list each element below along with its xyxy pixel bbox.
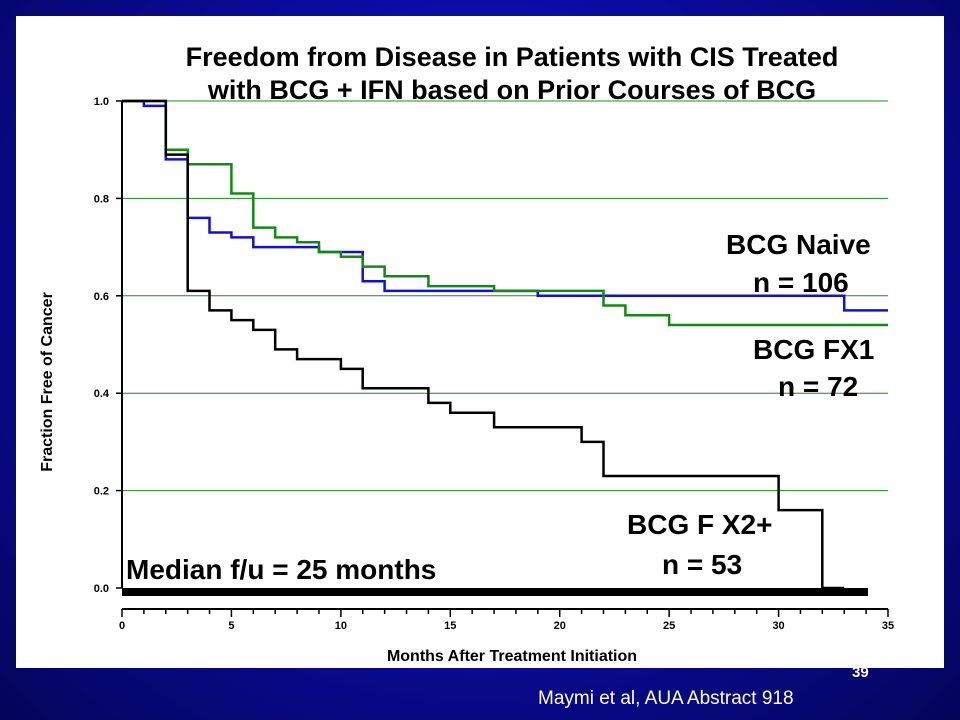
- median-followup-annotation: Median f/u = 25 months: [126, 554, 436, 585]
- x-axis-title: Months After Treatment Initiation: [387, 648, 637, 665]
- chart-title-line-2: with BCG + IFN based on Prior Courses of…: [207, 75, 816, 105]
- legend-label-bcg-naive: BCG Naive: [726, 229, 871, 260]
- x-tick-label: 25: [663, 620, 675, 632]
- legend-n-bcg-fx2: n = 53: [662, 549, 742, 580]
- y-tick-label: 0.0: [94, 583, 109, 595]
- y-tick-label: 0.8: [94, 193, 109, 205]
- chart-title-line-1: Freedom from Disease in Patients with CI…: [186, 42, 839, 72]
- tick-labels: 0.0 0.2 0.4 0.6 0.8 1.0 0 5 10 15 20 25 30 35: [94, 96, 894, 632]
- x-tick-label: 35: [882, 620, 894, 632]
- citation: Maymi et al, AUA Abstract 918: [538, 688, 794, 709]
- slide-number: 39: [852, 664, 869, 681]
- chart: Freedom from Disease in Patients with CI…: [39, 42, 894, 665]
- legend-n-bcg-fx1: n = 72: [778, 371, 858, 402]
- axes: [121, 101, 888, 610]
- x-tick-label: 5: [228, 620, 234, 632]
- x-tick-label: 30: [772, 620, 784, 632]
- series-line-bcg-fx1: [122, 99, 888, 327]
- legend-label-bcg-fx1: BCG FX1: [753, 334, 874, 365]
- series-lines: [122, 99, 888, 590]
- x-tick-label: 10: [335, 620, 347, 632]
- series-line-bcg-f-x2: [122, 99, 845, 590]
- y-tick-label: 0.2: [94, 486, 109, 498]
- y-tick-label: 1.0: [94, 96, 109, 108]
- y-axis-title: Fraction Free of Cancer: [39, 292, 56, 472]
- chart-panel: Freedom from Disease in Patients with CI…: [16, 16, 944, 668]
- y-tick-label: 0.4: [94, 388, 110, 400]
- x-tick-label: 20: [554, 620, 566, 632]
- x-tick-label: 0: [119, 620, 125, 632]
- x-tick-label: 15: [444, 620, 456, 632]
- legend-label-bcg-fx2: BCG F X2+: [627, 509, 772, 540]
- y-tick-label: 0.6: [94, 291, 109, 303]
- censor-marks-band: [122, 588, 868, 596]
- legend-n-bcg-naive: n = 106: [753, 267, 849, 298]
